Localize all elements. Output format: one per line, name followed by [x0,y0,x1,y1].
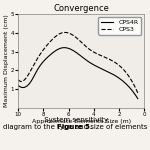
Legend: CPS4R, CPS3: CPS4R, CPS3 [98,17,141,35]
CPS3 [91,50,93,52]
CPS4R [18,85,20,87]
CPS4R [91,63,93,65]
CPS3 [137,92,139,94]
CPS4R [126,84,128,86]
Text: Figure 5.: Figure 5. [57,124,93,130]
CPS4R [137,98,139,99]
CPS4R [88,61,90,63]
Y-axis label: Maximum Displacement (cm): Maximum Displacement (cm) [4,15,9,107]
CPS3 [118,65,120,67]
CPS4R [89,62,91,63]
CPS3 [18,79,20,81]
X-axis label: Approximate Elements Size (m): Approximate Elements Size (m) [32,118,131,124]
CPS3 [88,48,90,50]
CPS3 [126,73,128,75]
CPS3 [17,79,19,81]
CPS4R [63,47,65,49]
Line: CPS4R: CPS4R [18,48,138,99]
CPS3 [64,32,66,33]
Title: Convergence: Convergence [53,4,109,13]
Line: CPS3: CPS3 [18,32,138,93]
CPS4R [118,77,120,79]
Text: System sensitivity
diagram to the type and size of elements: System sensitivity diagram to the type a… [3,117,147,130]
CPS3 [89,49,91,51]
CPS4R [17,85,19,86]
